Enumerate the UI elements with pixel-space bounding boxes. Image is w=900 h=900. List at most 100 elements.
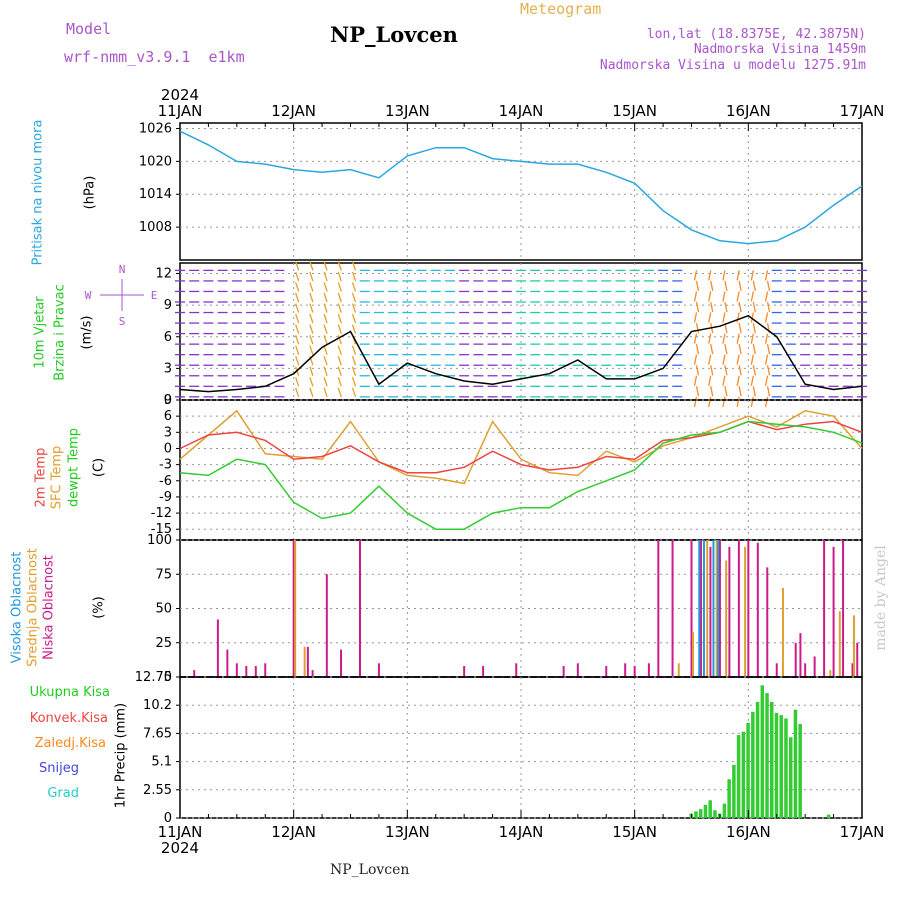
- ytick-label-0: 1008: [139, 220, 172, 235]
- wind-arrow: [693, 291, 698, 302]
- precip-bar: [793, 709, 798, 818]
- sfc-temp-line: [179, 409, 863, 485]
- wind-arrow: [752, 365, 756, 376]
- precip-bar: [784, 718, 788, 818]
- wind-arrow: [750, 291, 754, 302]
- bottom-date-label: 12JAN: [271, 823, 316, 841]
- wind-arrow: [738, 344, 742, 355]
- wind-arrow: [766, 386, 771, 397]
- wind-arrow: [708, 354, 712, 365]
- wind-arrow: [752, 386, 756, 397]
- wind-arrow: [722, 270, 726, 281]
- wind-arrow: [337, 303, 342, 313]
- wind-arrow: [309, 377, 314, 387]
- wind-arrow: [337, 271, 342, 282]
- ytick-label-0: 1026: [139, 121, 172, 136]
- wind-arrow: [309, 292, 314, 303]
- ytick-label-1: 3: [164, 361, 172, 376]
- compass-E-label: E: [151, 289, 158, 302]
- ytick-label-4: 2.55: [143, 783, 172, 798]
- wind-arrow: [309, 313, 314, 324]
- top-date-label: 16JAN: [726, 102, 771, 120]
- precip-bar: [779, 715, 783, 818]
- temp-unit: (C): [91, 457, 107, 478]
- wind-arrow: [710, 365, 714, 376]
- wind-arrow: [724, 280, 728, 292]
- model-elevation-label: Nadmorska Visina u modelu 1275.91m: [599, 58, 866, 73]
- bottom-date-label: 15JAN: [612, 823, 657, 841]
- top-date-label: 15JAN: [612, 102, 657, 120]
- wind-arrow: [323, 303, 328, 313]
- ytick-label-4: 10.2: [143, 698, 172, 713]
- wind-arrow: [693, 270, 698, 281]
- precip-bar: [713, 810, 717, 818]
- wind-arrow: [708, 312, 712, 323]
- wind-arrow: [724, 344, 728, 355]
- cloud-ylabel-3: Niska Oblacnost: [41, 555, 57, 660]
- wind-arrow: [708, 375, 712, 386]
- wind-arrow: [309, 324, 314, 334]
- wind-arrow: [750, 333, 754, 344]
- wind-arrow: [351, 366, 357, 376]
- pressure-unit: (hPa): [82, 175, 98, 210]
- ytick-label-1: 12: [155, 267, 172, 282]
- coords-label: lon,lat (18.8375E, 42.3875N): [646, 27, 866, 42]
- bottom-year-label: 2024: [161, 839, 199, 857]
- wind-arrow: [309, 261, 314, 271]
- wind-arrow: [750, 312, 754, 323]
- bottom-date-label: 16JAN: [726, 823, 771, 841]
- top-date-label: 14JAN: [499, 102, 544, 120]
- wind-arrow: [337, 261, 342, 271]
- wind-arrow: [693, 375, 698, 386]
- precip-bar: [798, 724, 802, 818]
- temp-ylabel-2: SFC Temp: [49, 445, 65, 510]
- ytick-label-4: 7.65: [143, 726, 172, 741]
- wind-arrow: [764, 375, 769, 386]
- wind-arrow: [752, 280, 756, 292]
- precip-legend-total: Ukupna Kisa: [29, 685, 110, 700]
- wind-arrow: [722, 291, 726, 302]
- wind-arrow: [351, 271, 357, 282]
- wind-arrow: [295, 303, 300, 313]
- wind-arrow: [351, 261, 357, 271]
- page-title: NP_Lovcen: [330, 22, 458, 47]
- precip-bar: [694, 811, 698, 818]
- wind-arrow: [693, 354, 698, 365]
- wind-arrow: [695, 280, 700, 292]
- wind-arrow: [695, 386, 700, 397]
- ytick-label-3: 25: [155, 636, 172, 651]
- wind-arrow: [752, 344, 756, 355]
- wind-arrow: [295, 313, 300, 324]
- top-year-label: 2024: [161, 86, 199, 104]
- precip-bar: [732, 764, 736, 818]
- wind-arrow: [295, 324, 300, 334]
- ytick-label-2: 0: [164, 441, 172, 456]
- wind-arrow: [351, 303, 357, 313]
- precip-bar: [751, 711, 755, 818]
- precip-legend-conv: Konvek.Kisa: [29, 711, 108, 726]
- wind-arrow: [722, 333, 726, 344]
- temp-ylabel-1: 2m Temp: [33, 447, 49, 508]
- wind-arrow: [295, 345, 300, 355]
- wind-arrow: [295, 282, 300, 292]
- top-date-label: 11JAN: [158, 102, 203, 120]
- wind-arrow: [309, 345, 314, 355]
- wind-arrow: [736, 375, 740, 386]
- ytick-label-2: -9: [159, 490, 172, 505]
- ytick-label-3: 0: [164, 670, 172, 685]
- wind-speed-line: [179, 314, 863, 393]
- wind-arrow: [337, 356, 342, 366]
- wind-arrow: [337, 387, 342, 398]
- wind-arrow: [766, 301, 771, 313]
- wind-arrow: [323, 282, 328, 292]
- wind-arrow: [693, 333, 698, 344]
- wind-arrow: [295, 356, 300, 366]
- wind-arrow: [351, 292, 357, 303]
- wind-arrow: [722, 312, 726, 323]
- wind-arrow: [736, 333, 740, 344]
- wind-arrow: [708, 396, 712, 407]
- wind-arrow: [766, 344, 771, 355]
- top-date-label: 12JAN: [271, 102, 316, 120]
- credit-label: made by Angel: [872, 545, 889, 651]
